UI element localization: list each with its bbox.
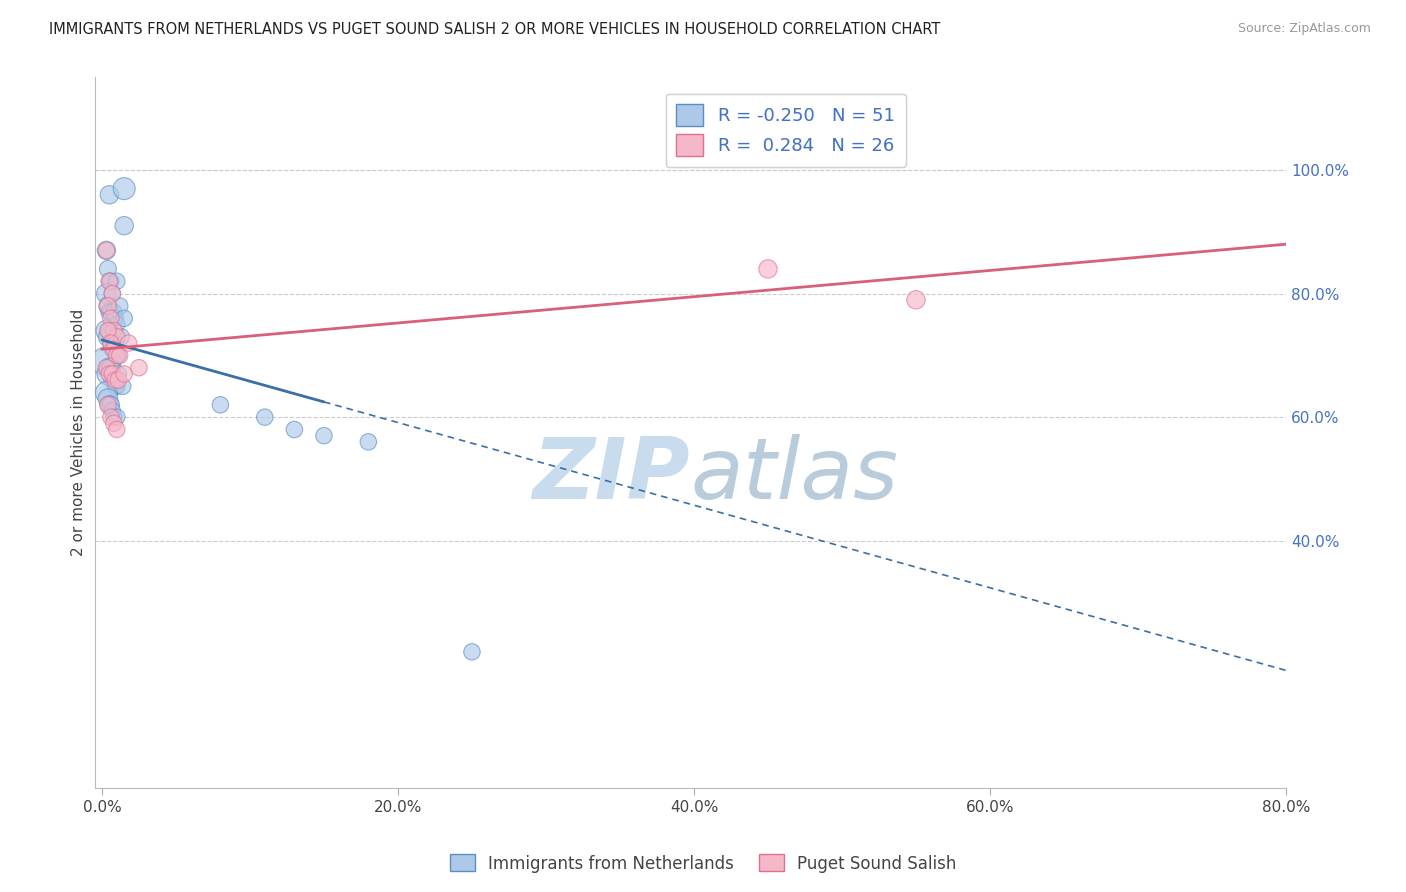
Point	[105, 410, 128, 425]
Point	[104, 336, 127, 351]
Point	[97, 330, 120, 344]
Point	[105, 274, 128, 288]
Point	[101, 404, 124, 418]
Point	[101, 367, 124, 381]
Point	[98, 398, 121, 412]
Point	[103, 410, 125, 425]
Point	[108, 348, 131, 362]
Point	[100, 360, 122, 375]
Point	[756, 261, 779, 276]
Point	[97, 324, 120, 338]
Point	[100, 274, 122, 288]
Point	[98, 305, 121, 319]
Point	[98, 274, 121, 288]
Text: IMMIGRANTS FROM NETHERLANDS VS PUGET SOUND SALISH 2 OR MORE VEHICLES IN HOUSEHOL: IMMIGRANTS FROM NETHERLANDS VS PUGET SOU…	[49, 22, 941, 37]
Point	[101, 373, 124, 387]
Legend: R = -0.250   N = 51, R =  0.284   N = 26: R = -0.250 N = 51, R = 0.284 N = 26	[665, 94, 905, 167]
Point	[100, 336, 122, 351]
Point	[97, 299, 120, 313]
Point	[461, 645, 484, 659]
Point	[101, 342, 124, 356]
Point	[98, 360, 121, 375]
Text: atlas: atlas	[690, 434, 898, 516]
Point	[97, 367, 120, 381]
Point	[97, 261, 120, 276]
Point	[96, 286, 118, 301]
Point	[209, 398, 232, 412]
Point	[105, 318, 128, 332]
Point	[283, 423, 305, 437]
Point	[103, 305, 125, 319]
Point	[103, 336, 125, 351]
Point	[312, 428, 335, 442]
Point	[103, 324, 125, 338]
Point	[111, 379, 134, 393]
Point	[100, 305, 122, 319]
Point	[112, 219, 135, 233]
Text: ZIP: ZIP	[533, 434, 690, 516]
Text: Source: ZipAtlas.com: Source: ZipAtlas.com	[1237, 22, 1371, 36]
Point	[107, 367, 129, 381]
Point	[100, 336, 122, 351]
Point	[357, 434, 380, 449]
Y-axis label: 2 or more Vehicles in Household: 2 or more Vehicles in Household	[72, 309, 86, 557]
Point	[98, 274, 121, 288]
Point	[117, 336, 139, 351]
Point	[105, 423, 128, 437]
Point	[105, 348, 128, 362]
Point	[107, 348, 129, 362]
Point	[107, 373, 129, 387]
Point	[100, 410, 122, 425]
Point	[100, 398, 122, 412]
Point	[96, 354, 118, 368]
Point	[108, 299, 131, 313]
Point	[112, 181, 135, 195]
Point	[97, 299, 120, 313]
Legend: Immigrants from Netherlands, Puget Sound Salish: Immigrants from Netherlands, Puget Sound…	[443, 847, 963, 880]
Point	[104, 373, 127, 387]
Point	[104, 379, 127, 393]
Point	[904, 293, 927, 307]
Point	[105, 330, 128, 344]
Point	[96, 244, 118, 258]
Point	[98, 324, 121, 338]
Point	[97, 398, 120, 412]
Point	[112, 367, 135, 381]
Point	[96, 324, 118, 338]
Point	[128, 360, 150, 375]
Point	[103, 373, 125, 387]
Point	[103, 342, 125, 356]
Point	[110, 330, 132, 344]
Point	[253, 410, 276, 425]
Point	[105, 348, 128, 362]
Point	[104, 311, 127, 326]
Point	[96, 385, 118, 400]
Point	[96, 360, 118, 375]
Point	[96, 244, 118, 258]
Point	[101, 286, 124, 301]
Point	[105, 379, 128, 393]
Point	[100, 311, 122, 326]
Point	[103, 417, 125, 431]
Point	[101, 286, 124, 301]
Point	[98, 367, 121, 381]
Point	[112, 311, 135, 326]
Point	[98, 187, 121, 202]
Point	[97, 392, 120, 406]
